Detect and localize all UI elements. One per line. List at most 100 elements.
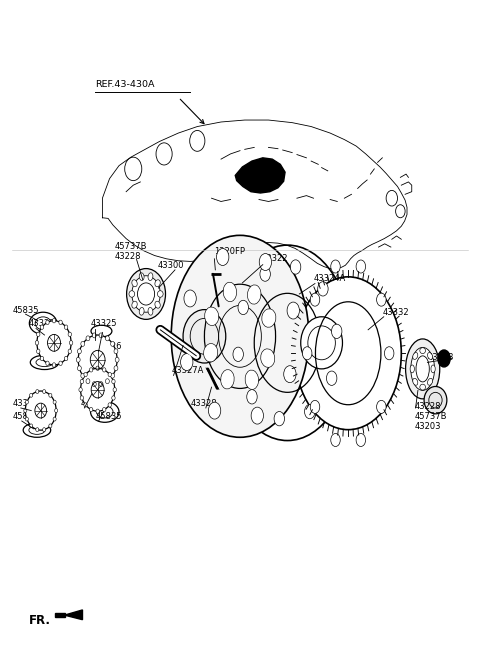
Ellipse shape — [81, 342, 84, 346]
Text: 1220FP: 1220FP — [214, 247, 245, 256]
Ellipse shape — [84, 403, 87, 407]
Ellipse shape — [35, 340, 39, 345]
Ellipse shape — [110, 342, 115, 346]
Ellipse shape — [99, 333, 103, 338]
Circle shape — [304, 405, 315, 419]
Ellipse shape — [113, 388, 117, 392]
Ellipse shape — [424, 386, 447, 414]
Ellipse shape — [89, 407, 93, 412]
Text: 43328: 43328 — [191, 399, 218, 408]
Text: 43213: 43213 — [427, 353, 454, 361]
Text: 43325: 43325 — [91, 319, 117, 328]
Ellipse shape — [53, 417, 56, 421]
Text: 43323: 43323 — [29, 319, 56, 328]
Ellipse shape — [68, 332, 72, 336]
Ellipse shape — [411, 348, 434, 390]
Ellipse shape — [81, 373, 84, 378]
Text: FR.: FR. — [29, 614, 51, 627]
Ellipse shape — [80, 396, 84, 400]
Text: 45826: 45826 — [96, 342, 122, 351]
Ellipse shape — [86, 378, 90, 384]
Ellipse shape — [428, 353, 432, 359]
Text: 43300: 43300 — [158, 261, 184, 270]
Ellipse shape — [46, 361, 49, 365]
Text: 43322: 43322 — [261, 254, 288, 263]
Circle shape — [287, 302, 300, 319]
Ellipse shape — [301, 317, 342, 369]
Ellipse shape — [139, 273, 144, 281]
Text: 45737B
43228: 45737B 43228 — [115, 242, 147, 261]
Ellipse shape — [103, 407, 106, 412]
Ellipse shape — [40, 325, 44, 329]
Ellipse shape — [112, 396, 115, 400]
Ellipse shape — [114, 366, 118, 371]
Ellipse shape — [223, 245, 351, 441]
Ellipse shape — [108, 373, 111, 376]
Ellipse shape — [106, 378, 109, 384]
Ellipse shape — [248, 285, 261, 304]
Ellipse shape — [99, 382, 103, 386]
Ellipse shape — [110, 373, 115, 378]
Text: 43327A: 43327A — [171, 366, 204, 374]
Circle shape — [284, 366, 296, 382]
Text: 43332: 43332 — [383, 307, 409, 317]
Ellipse shape — [115, 357, 119, 362]
Ellipse shape — [53, 400, 56, 404]
Ellipse shape — [76, 357, 80, 362]
Ellipse shape — [183, 309, 226, 363]
Ellipse shape — [36, 332, 40, 336]
Ellipse shape — [114, 349, 118, 353]
Ellipse shape — [171, 235, 309, 438]
Polygon shape — [64, 610, 83, 620]
Circle shape — [310, 293, 320, 306]
Ellipse shape — [103, 368, 106, 372]
Ellipse shape — [80, 379, 84, 384]
Ellipse shape — [223, 283, 237, 302]
Circle shape — [332, 324, 342, 338]
Ellipse shape — [112, 379, 115, 384]
Ellipse shape — [68, 349, 72, 353]
Ellipse shape — [92, 333, 96, 338]
Ellipse shape — [77, 349, 81, 353]
Ellipse shape — [245, 370, 259, 390]
Ellipse shape — [420, 348, 425, 353]
Ellipse shape — [59, 320, 62, 325]
Circle shape — [377, 400, 386, 413]
Ellipse shape — [55, 409, 58, 413]
Ellipse shape — [36, 349, 40, 353]
Polygon shape — [235, 158, 285, 193]
Circle shape — [356, 260, 366, 273]
Circle shape — [290, 260, 301, 274]
Ellipse shape — [148, 307, 153, 315]
Circle shape — [331, 434, 340, 447]
Ellipse shape — [132, 301, 137, 308]
Ellipse shape — [157, 290, 163, 297]
Circle shape — [260, 267, 270, 281]
Ellipse shape — [137, 283, 155, 305]
Ellipse shape — [96, 366, 99, 371]
Circle shape — [251, 407, 264, 424]
Ellipse shape — [406, 339, 440, 399]
Ellipse shape — [204, 307, 219, 325]
Text: 43323: 43323 — [81, 399, 108, 408]
Circle shape — [233, 347, 243, 361]
Ellipse shape — [30, 394, 33, 397]
Circle shape — [184, 290, 196, 307]
Circle shape — [356, 434, 366, 447]
Ellipse shape — [420, 384, 425, 390]
Circle shape — [274, 411, 285, 426]
Ellipse shape — [428, 378, 432, 385]
Ellipse shape — [86, 336, 90, 341]
Text: 43228
45737B
43203: 43228 45737B 43203 — [415, 401, 447, 432]
Ellipse shape — [43, 390, 46, 394]
Ellipse shape — [49, 424, 52, 428]
Ellipse shape — [108, 403, 111, 407]
Ellipse shape — [413, 353, 418, 359]
Circle shape — [318, 282, 328, 296]
Ellipse shape — [70, 340, 73, 345]
Ellipse shape — [410, 365, 414, 373]
Ellipse shape — [127, 269, 166, 319]
Circle shape — [238, 300, 249, 315]
Circle shape — [259, 254, 272, 271]
Ellipse shape — [92, 382, 96, 386]
